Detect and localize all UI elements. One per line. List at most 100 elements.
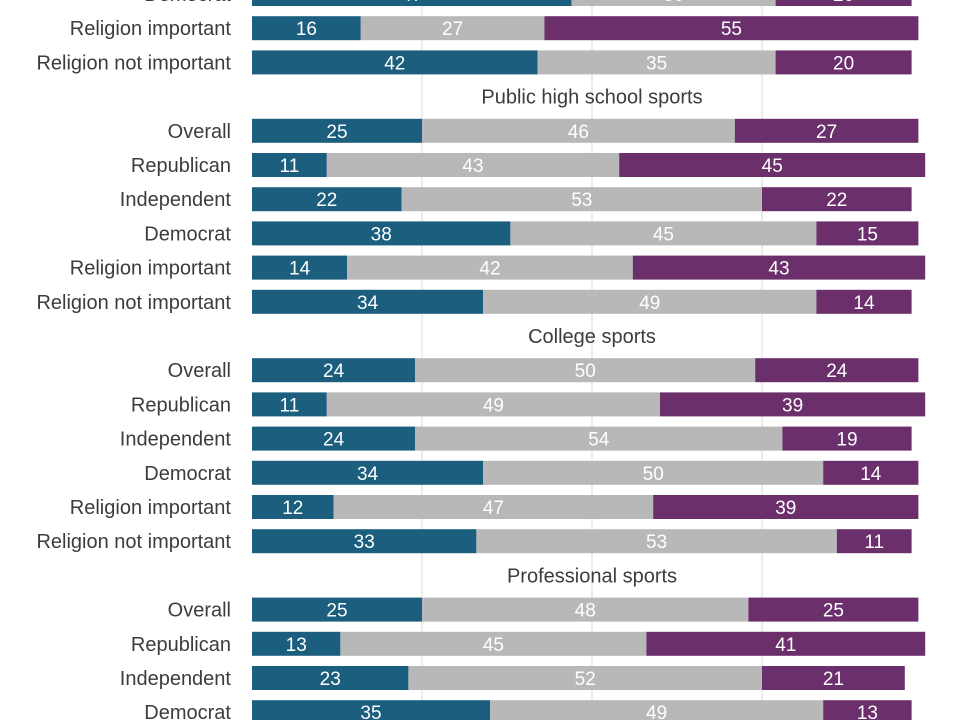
bar-segment-2 [748, 597, 919, 622]
bar-segment-1 [415, 358, 756, 383]
data-label: 24 [323, 361, 345, 382]
data-label: 39 [775, 498, 796, 519]
bar-segment-0 [252, 50, 538, 75]
row-label: Religion not important [36, 292, 231, 314]
data-label: 13 [286, 635, 307, 656]
row-label: Independent [120, 668, 232, 690]
data-label: 13 [857, 703, 878, 720]
data-label: 14 [853, 293, 875, 314]
bar-segment-2 [836, 529, 912, 554]
data-label: 25 [823, 601, 844, 622]
data-label: 43 [462, 156, 483, 177]
bar-segment-2 [632, 255, 926, 280]
bar-segment-1 [333, 495, 654, 519]
data-label: 39 [782, 395, 803, 416]
bar-segment-2 [816, 221, 919, 246]
bar-segment-0 [252, 631, 341, 656]
row-label: Overall [168, 360, 231, 382]
data-label: 47 [483, 498, 504, 519]
row-label: Independent [120, 429, 232, 451]
bar-segment-1 [422, 118, 735, 143]
bar-segment-2 [775, 50, 912, 75]
bar-segment-0 [252, 392, 327, 417]
data-label: 41 [775, 635, 796, 656]
bar-segment-1 [422, 597, 749, 622]
row-label: Religion important [70, 497, 232, 519]
data-label: 14 [289, 259, 311, 280]
data-label: 25 [326, 122, 347, 143]
bar-segment-2 [782, 426, 912, 451]
data-label: 11 [280, 395, 300, 416]
data-label: 23 [320, 669, 341, 690]
bar-segment-2 [755, 358, 919, 383]
data-label: 45 [762, 156, 783, 177]
bar-segment-2 [619, 153, 926, 177]
data-label: 45 [483, 635, 504, 656]
labels-layer: Democrat 47 30 20 Religion important 16 27 55 Re… [36, 0, 884, 720]
data-label: 20 [833, 0, 854, 6]
data-label: 50 [575, 361, 596, 382]
bar-segment-1 [360, 16, 545, 41]
row-label: Democrat [144, 463, 231, 485]
data-label: 11 [280, 156, 300, 177]
data-label: 38 [371, 224, 392, 245]
bar-segment-1 [483, 289, 817, 314]
bar-segment-0 [252, 529, 477, 554]
bar-segment-0 [252, 700, 490, 720]
data-label: 21 [823, 669, 844, 690]
bar-segment-1 [347, 255, 633, 280]
bar-segment-0 [252, 187, 402, 212]
bar-segment-0 [252, 118, 422, 143]
bar-segment-0 [252, 666, 409, 690]
bar-segment-0 [252, 426, 416, 451]
bar-segment-1 [483, 460, 824, 485]
row-label: Religion not important [36, 52, 231, 74]
bar-segment-1 [326, 153, 620, 177]
data-label: 46 [568, 122, 589, 143]
data-label: 35 [646, 53, 667, 74]
bar-segment-2 [762, 187, 912, 212]
bar-segment-1 [415, 426, 783, 451]
data-label: 19 [836, 430, 857, 451]
bar-segment-0 [252, 153, 327, 177]
data-label: 22 [826, 190, 847, 211]
data-label: 52 [575, 669, 596, 690]
bar-segment-1 [408, 666, 762, 690]
row-label: Republican [131, 394, 231, 416]
bar-segment-0 [252, 597, 422, 622]
bar-segment-2 [823, 460, 919, 485]
bar-segment-1 [571, 0, 776, 6]
bar-segment-0 [252, 255, 348, 280]
bar-segment-2 [646, 631, 926, 656]
data-label: 48 [575, 601, 596, 622]
bar-segment-1 [401, 187, 762, 212]
data-label: 34 [357, 464, 379, 485]
data-label: 12 [282, 498, 303, 519]
data-label: 47 [401, 0, 422, 6]
data-label: 42 [384, 53, 405, 74]
bar-segment-1 [340, 631, 647, 656]
data-label: 42 [479, 259, 500, 280]
row-label: Religion not important [36, 531, 231, 553]
data-label: 49 [483, 395, 504, 416]
row-label: Religion important [70, 18, 232, 40]
row-label: Overall [168, 121, 231, 143]
data-label: 55 [721, 19, 742, 40]
data-label: 35 [360, 703, 381, 720]
bar-segment-2 [816, 289, 912, 314]
bar-segment-2 [660, 392, 926, 417]
data-label: 22 [316, 190, 337, 211]
bar-segment-0 [252, 16, 361, 41]
data-label: 43 [768, 259, 789, 280]
bar-segment-2 [734, 118, 919, 143]
bar-segment-0 [252, 495, 334, 519]
bars-layer [252, 0, 926, 720]
data-label: 27 [816, 122, 837, 143]
section-title: Professional sports [507, 565, 677, 587]
bar-segment-1 [537, 50, 776, 75]
bar-segment-2 [762, 666, 905, 690]
row-label: Religion important [70, 258, 232, 280]
bar-segment-0 [252, 289, 484, 314]
data-label: 11 [864, 532, 884, 553]
